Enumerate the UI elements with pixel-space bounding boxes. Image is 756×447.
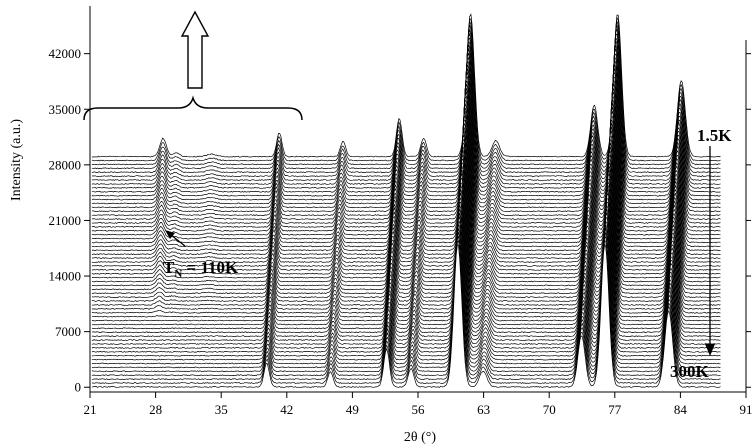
pattern-trace [91,177,721,322]
pattern-trace [91,204,721,349]
pattern-trace [91,223,721,369]
y-tick-label: 42000 [49,46,82,61]
x-tick-label: 91 [740,402,753,417]
pattern-trace [91,149,721,295]
ticks: 0 7000 14000 21000 28000 35000 42000 21 28 35 42 49… [49,46,753,417]
pattern-trace [91,28,721,174]
pattern-trace [91,216,721,361]
x-axis-title: 2θ (°) [404,430,436,445]
pattern-trace [91,165,721,310]
pattern-trace [91,188,721,334]
tn-symbol: T [163,258,175,277]
x-tick-label: 56 [412,402,426,417]
pattern-trace [91,48,721,193]
pattern-trace [91,130,721,275]
pattern-trace [91,161,721,306]
temp-label-bottom: 300K [670,362,710,381]
x-tick-label: 21 [84,402,97,417]
pattern-trace [91,169,721,314]
pattern-trace [91,52,721,197]
y-tick-label: 0 [75,380,82,395]
pattern-trace [91,126,721,271]
pattern-trace [91,228,721,373]
pattern-trace [91,40,721,185]
pattern-trace [91,83,721,228]
pattern-trace [91,98,721,244]
x-tick-label: 70 [543,402,556,417]
y-tick-label: 7000 [55,324,81,339]
pattern-trace [91,212,721,357]
x-tick-label: 28 [149,402,162,417]
pattern-trace [91,56,721,201]
pattern-trace [91,220,721,365]
pattern-trace [91,88,721,232]
pattern-trace [91,102,721,248]
pattern-traces [91,13,721,388]
x-tick-label: 49 [346,402,359,417]
pattern-trace [91,71,721,217]
pattern-trace [91,141,721,287]
pattern-trace [91,76,721,220]
pattern-trace [91,154,721,299]
x-tick-label: 84 [674,402,688,417]
x-tick-label: 77 [608,402,622,417]
pattern-trace [91,146,721,291]
pattern-trace [91,184,721,330]
pattern-trace [91,243,721,388]
temperature-arrow [705,146,715,356]
pattern-trace [91,59,721,205]
pattern-trace [91,122,721,267]
pattern-trace [91,68,721,213]
pattern-trace [91,36,721,181]
pattern-trace [91,180,721,326]
up-arrow-icon [180,10,210,89]
pattern-trace [91,138,721,283]
tn-annotation: TN = 110K [163,258,239,280]
pattern-trace [91,91,721,236]
pattern-trace [91,209,721,353]
pattern-trace [91,44,721,189]
y-tick-label: 21000 [49,213,82,228]
y-tick-label: 14000 [49,269,82,284]
tn-value: = 110K [182,258,239,277]
pattern-trace [91,107,721,252]
pattern-trace [91,134,721,279]
pattern-trace [91,119,721,263]
pattern-trace [91,197,721,341]
tn-arrow [165,230,186,247]
pattern-trace [91,192,721,338]
pattern-trace [91,239,721,384]
y-tick-label: 35000 [49,102,82,117]
x-tick-label: 42 [280,402,293,417]
pattern-trace [91,235,721,381]
pattern-trace [91,64,721,209]
y-axis-title: Intensity (a.u.) [9,119,24,201]
pattern-trace [91,232,721,377]
temp-label-top: 1.5K [697,126,732,145]
pattern-trace [91,114,721,259]
magnetic-region-brace [83,95,303,121]
pattern-trace [91,172,721,318]
y-tick-label: 28000 [49,157,82,172]
pattern-trace [91,95,721,240]
pattern-trace [91,32,721,178]
pattern-trace [91,158,721,302]
pattern-trace [91,201,721,345]
pattern-trace [91,110,721,256]
pattern-trace [91,16,721,162]
x-tick-label: 63 [477,402,490,417]
pattern-trace [91,79,721,224]
x-tick-label: 35 [215,402,228,417]
tn-subscript: N [174,268,182,280]
